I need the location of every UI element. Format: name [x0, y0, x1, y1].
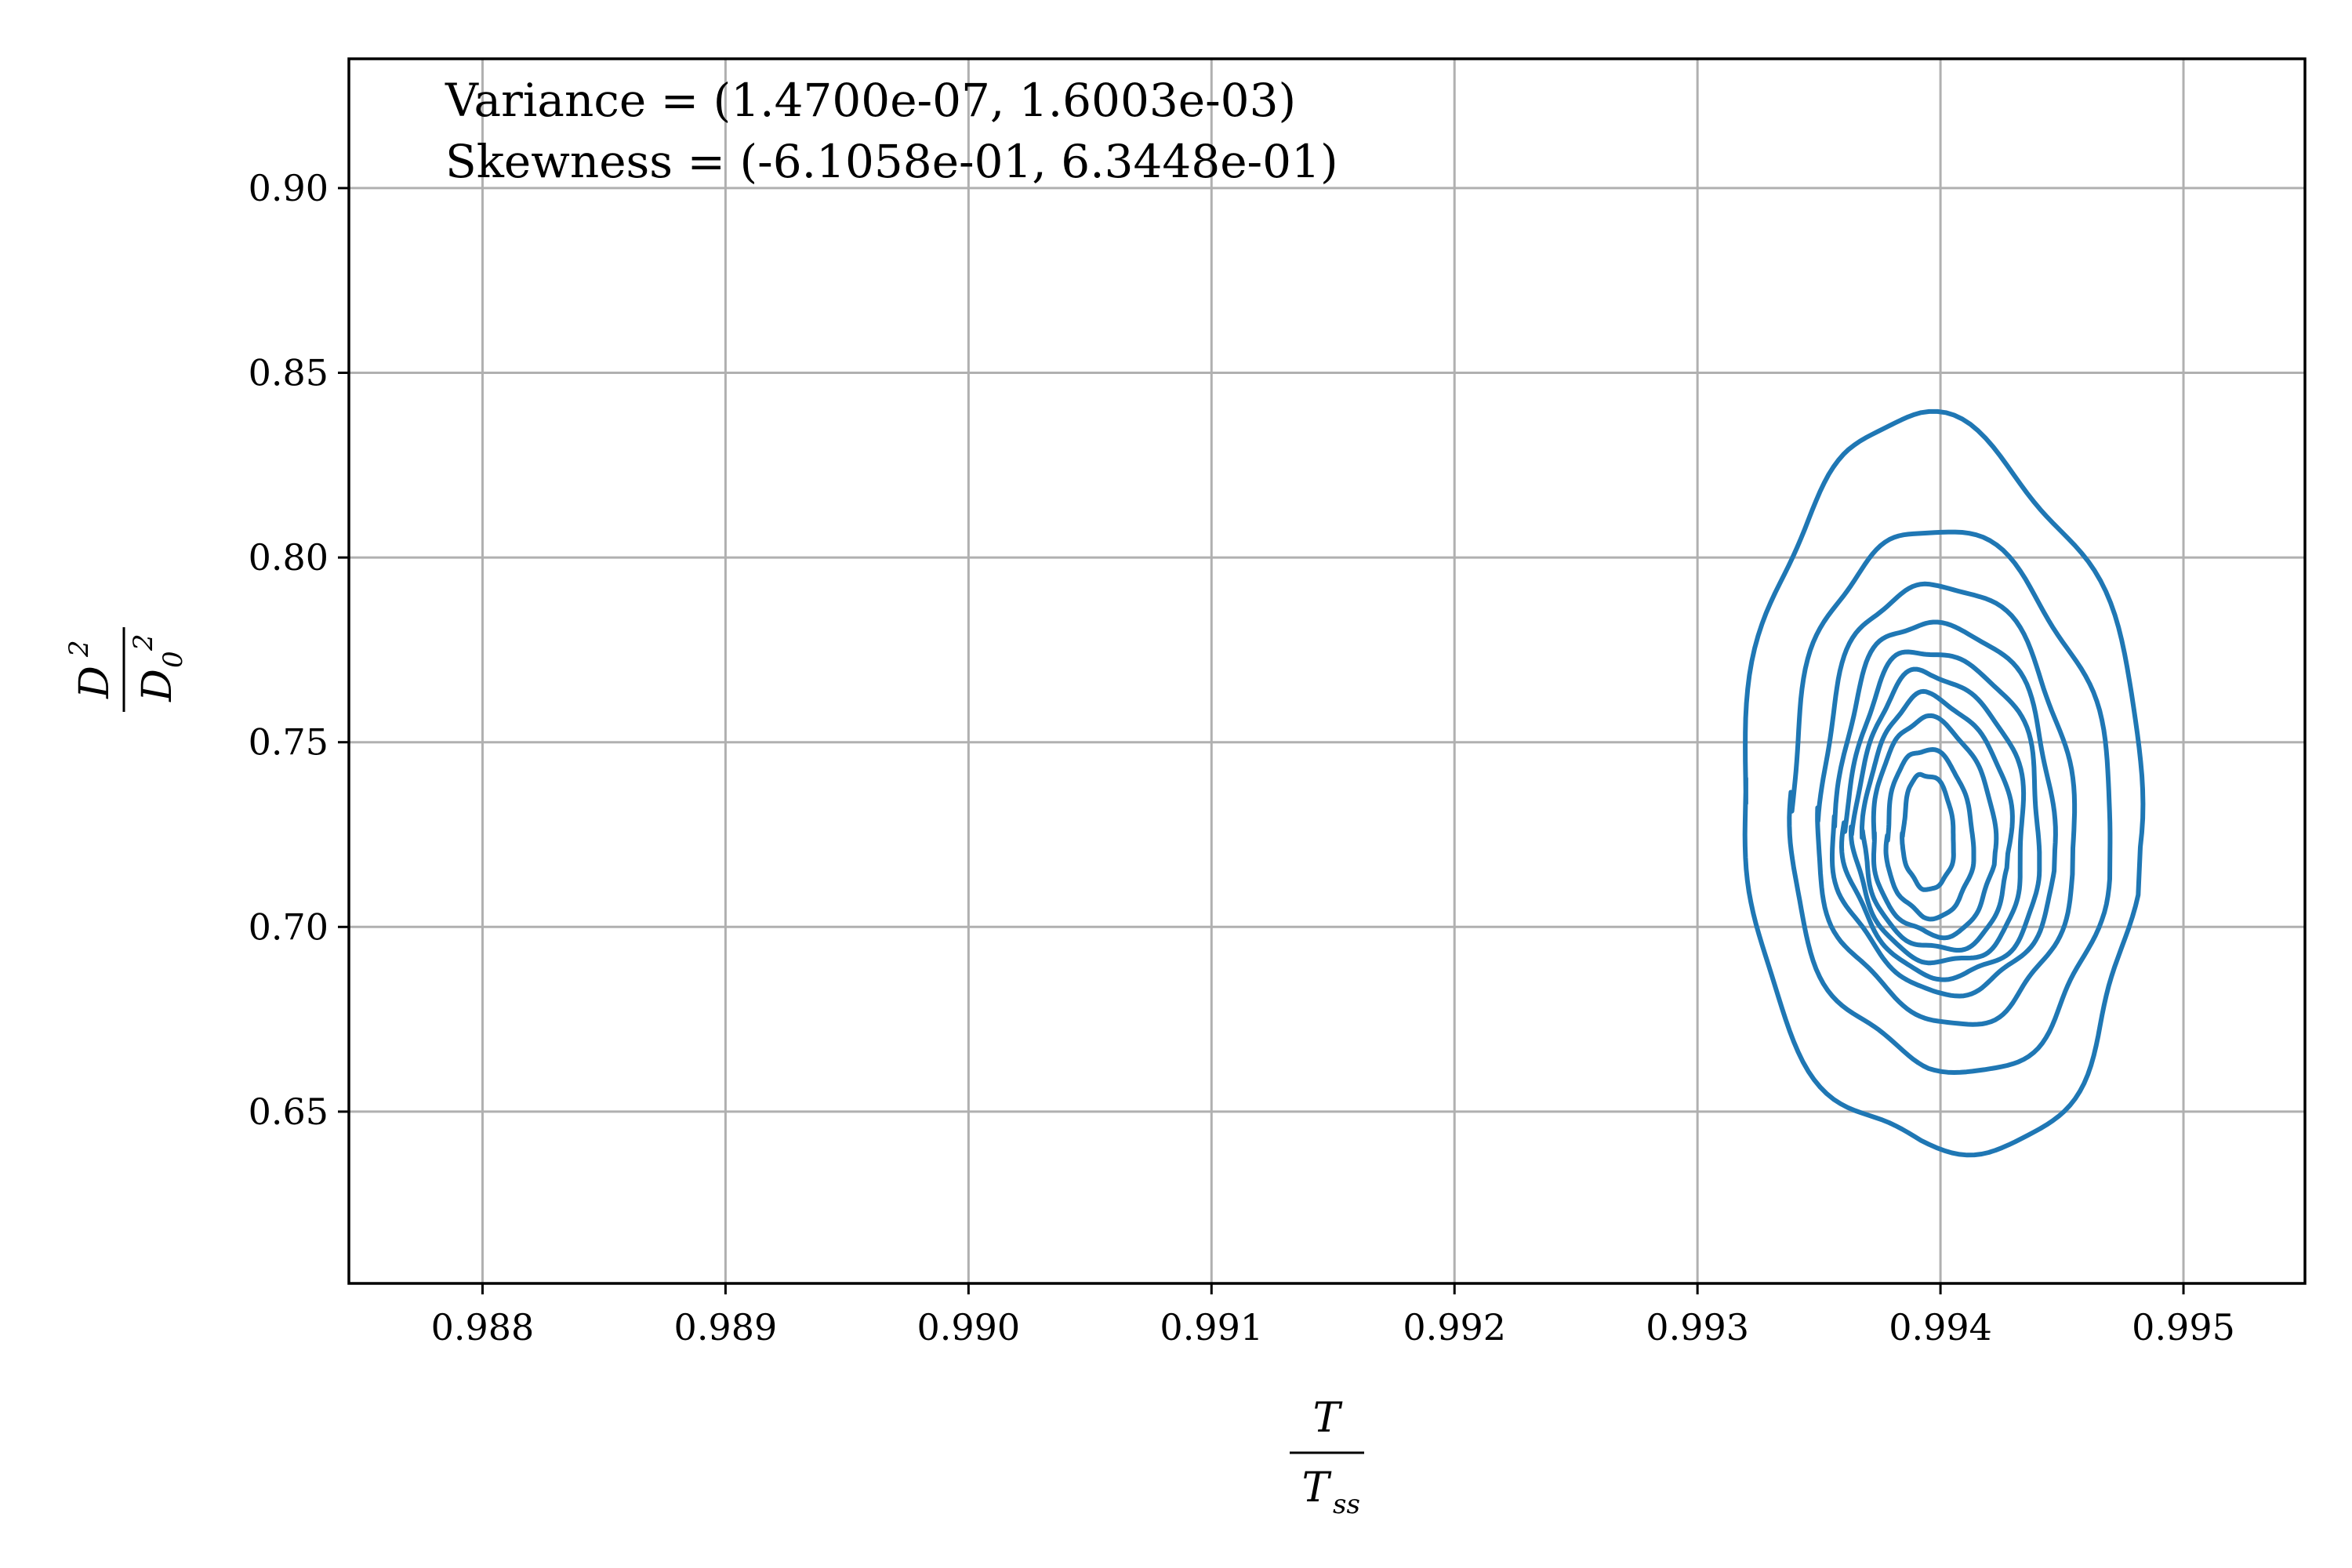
contour-level-4: [1830, 619, 2058, 999]
contour-level-10: [1900, 771, 1956, 892]
contour-level-9: [1883, 747, 1976, 922]
plot-frame: [347, 57, 2307, 1285]
x-axis-label: T T ss: [1290, 1395, 1364, 1520]
contour-level-2: [1787, 529, 2113, 1075]
x-tick-label: 0.991: [1160, 1306, 1263, 1348]
x-label-denominator-sub: ss: [1333, 1489, 1360, 1520]
contour-level-3: [1815, 581, 2078, 1027]
annotation-variance: Variance = (1.4700e-07, 1.6003e-03): [445, 74, 1296, 127]
x-tick-label: 0.995: [2132, 1306, 2235, 1348]
y-axis-label: D 2 D 0 2: [64, 627, 189, 712]
y-axis-ticks: 0.65 0.70 0.75 0.80 0.85 0.90: [249, 167, 349, 1133]
contour-level-7: [1860, 688, 2015, 953]
y-label-denominator-sup: 2: [128, 633, 159, 652]
x-axis-ticks: 0.988 0.989 0.990 0.991 0.992 0.993 0.994 0.995: [431, 1283, 2235, 1348]
contour-lines: [1742, 408, 2146, 1158]
y-label-denominator-sub: 0: [158, 651, 189, 668]
y-label-denominator: D: [134, 669, 181, 702]
y-tick-label: 0.75: [249, 721, 328, 764]
grid-lines: [349, 59, 2305, 1283]
y-tick-label: 0.70: [249, 906, 328, 948]
x-tick-label: 0.988: [431, 1306, 535, 1348]
annotation-skewness: Skewness = (-6.1058e-01, 6.3448e-01): [445, 135, 1338, 188]
x-tick-label: 0.992: [1403, 1306, 1506, 1348]
contour-level-1: [1742, 408, 2146, 1158]
contour-level-8: [1871, 713, 1999, 941]
x-label-denominator: T: [1302, 1465, 1332, 1512]
x-tick-label: 0.994: [1889, 1306, 1992, 1348]
x-tick-label: 0.989: [674, 1306, 778, 1348]
x-label-numerator: T: [1313, 1395, 1343, 1442]
x-tick-label: 0.990: [916, 1306, 1020, 1348]
y-tick-label: 0.85: [249, 352, 328, 394]
contour-level-6: [1849, 666, 2027, 966]
y-label-numerator: D: [71, 666, 118, 699]
x-tick-label: 0.993: [1646, 1306, 1749, 1348]
y-label-numerator-sup: 2: [64, 640, 95, 658]
y-tick-label: 0.80: [249, 536, 328, 579]
contour-level-5: [1839, 649, 2042, 982]
y-tick-label: 0.65: [249, 1091, 328, 1133]
y-tick-label: 0.90: [249, 167, 328, 209]
